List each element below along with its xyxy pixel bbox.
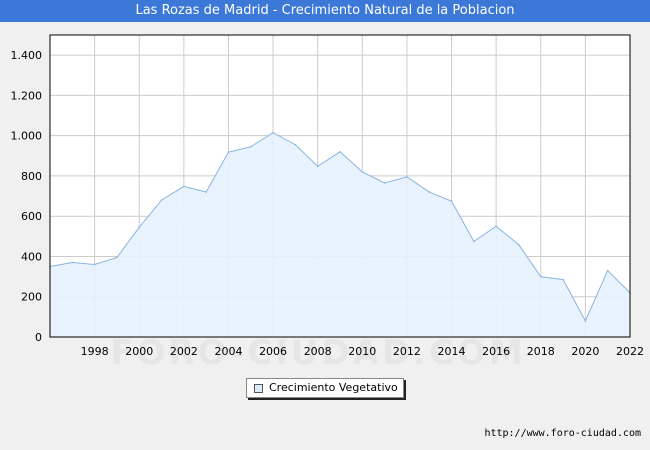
x-tick-label: 2006 <box>259 345 287 358</box>
y-tick-label: 1.200 <box>11 89 43 102</box>
data-point <box>428 191 431 193</box>
y-tick-label: 1.400 <box>11 49 43 62</box>
data-point <box>517 243 520 246</box>
footer-url[interactable]: http://www.foro-ciudad.com <box>484 428 641 439</box>
y-tick-label: 600 <box>21 210 42 223</box>
y-tick-label: 0 <box>35 331 42 344</box>
x-tick-label: 2000 <box>125 345 153 358</box>
data-point <box>450 200 453 202</box>
data-point <box>584 320 587 322</box>
data-point <box>205 191 207 193</box>
data-point <box>116 256 118 259</box>
x-tick-label: 2020 <box>571 345 599 358</box>
y-tick-label: 400 <box>21 250 42 263</box>
data-point <box>160 199 163 201</box>
data-point <box>406 176 408 178</box>
y-tick-label: 800 <box>21 170 42 183</box>
x-tick-label: 2012 <box>393 345 421 358</box>
data-point <box>339 150 341 153</box>
legend: Crecimiento Vegetativo <box>246 378 404 398</box>
plot-border <box>49 34 631 338</box>
y-tick-label: 200 <box>21 291 42 304</box>
data-point <box>539 275 542 278</box>
y-tick-label: 1.000 <box>11 130 43 143</box>
data-point <box>361 171 364 173</box>
data-point <box>71 261 74 264</box>
x-tick-label: 2018 <box>527 345 555 358</box>
data-point <box>473 240 475 243</box>
x-tick-label: 2008 <box>304 345 332 358</box>
data-point <box>249 145 252 148</box>
data-point <box>316 165 319 168</box>
data-point <box>138 226 141 229</box>
x-tick-label: 1998 <box>81 345 109 358</box>
x-tick-label: 2002 <box>170 345 198 358</box>
x-tick-label: 2016 <box>482 345 510 358</box>
x-tick-label: 2004 <box>214 345 242 358</box>
data-point <box>606 269 609 272</box>
watermark: FORO-CIUDAD.COM <box>110 333 526 373</box>
data-point <box>272 131 274 134</box>
series-area-fill <box>50 132 630 337</box>
data-point <box>383 182 386 184</box>
data-point <box>495 225 497 228</box>
legend-label: Crecimiento Vegetativo <box>269 381 398 394</box>
data-point <box>562 278 564 281</box>
data-point <box>227 151 230 153</box>
x-tick-label: 2014 <box>438 345 466 358</box>
x-tick-label: 2010 <box>348 345 376 358</box>
data-point <box>294 143 297 146</box>
data-point <box>93 263 96 266</box>
legend-swatch <box>254 384 263 393</box>
x-tick-label: 2022 <box>616 345 644 358</box>
chart-title: Las Rozas de Madrid - Crecimiento Natura… <box>135 3 515 18</box>
data-point <box>183 185 185 188</box>
title-bar <box>0 0 650 22</box>
